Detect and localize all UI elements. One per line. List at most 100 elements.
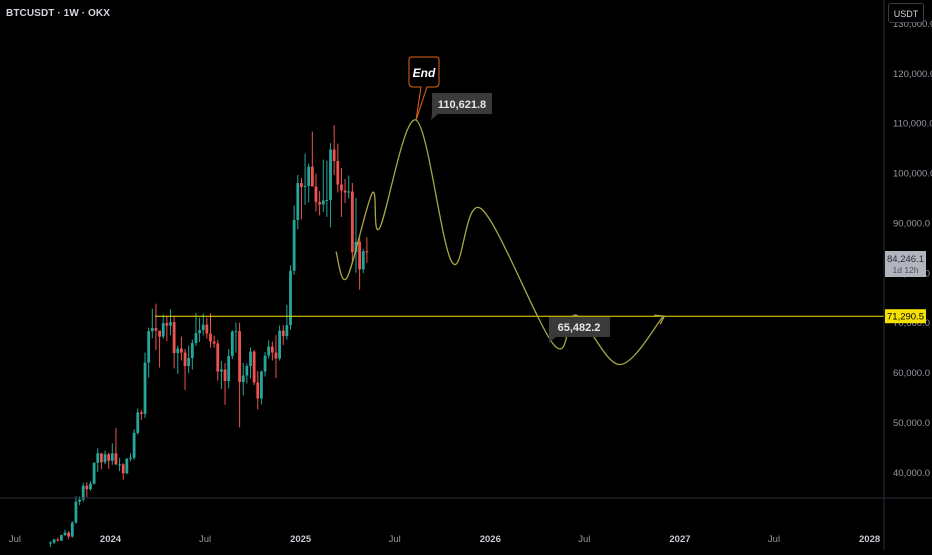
- candle-body: [161, 323, 165, 337]
- candle: [220, 361, 223, 389]
- candle: [230, 330, 234, 360]
- candle: [252, 350, 256, 385]
- candle-body: [278, 330, 282, 359]
- candle: [256, 371, 260, 410]
- current-price-value: 84,246.1: [887, 254, 924, 265]
- candle-body: [230, 331, 234, 357]
- candle: [194, 313, 198, 347]
- candle: [96, 448, 100, 472]
- candle-body: [238, 331, 241, 382]
- candle: [300, 178, 303, 220]
- level-price-badge: 71,290.5: [885, 309, 926, 324]
- candle: [56, 537, 60, 542]
- peak-price-label-text: 110,621.8: [438, 99, 486, 111]
- candle: [176, 345, 180, 375]
- candle: [289, 265, 292, 330]
- candle-body: [329, 149, 332, 200]
- candle: [99, 453, 103, 470]
- candle: [209, 313, 212, 348]
- candle: [358, 235, 362, 290]
- candle-body: [343, 190, 347, 193]
- candle: [180, 336, 183, 361]
- candle-body: [227, 356, 231, 381]
- candle: [67, 531, 71, 540]
- trough-price-label: 65,482.2: [549, 317, 610, 343]
- candle: [70, 521, 74, 538]
- level-price-badge-bg: [885, 309, 926, 324]
- candle-body: [110, 453, 114, 461]
- end-callout: [408, 56, 440, 121]
- candle: [92, 462, 96, 485]
- candle: [281, 325, 285, 346]
- candle-body: [165, 323, 169, 326]
- x-tick-label: Jul: [389, 534, 401, 545]
- candle-body: [234, 331, 238, 333]
- candle: [187, 345, 191, 374]
- trough-price-label-bg: [549, 317, 610, 343]
- candle-body: [136, 412, 140, 433]
- candle: [238, 322, 241, 428]
- candle: [190, 339, 194, 370]
- candle: [139, 409, 143, 420]
- x-tick-label: Jul: [768, 534, 780, 545]
- candle: [361, 248, 365, 274]
- y-tick-label: 130,000.0: [893, 19, 932, 30]
- candle: [118, 457, 121, 472]
- projection-path: [335, 119, 664, 366]
- candle-body: [252, 351, 256, 383]
- candle-body: [85, 485, 89, 490]
- candle: [201, 313, 205, 336]
- candle: [332, 125, 336, 176]
- candle: [314, 173, 318, 212]
- currency-button[interactable]: USDT: [888, 3, 924, 23]
- candle-body: [361, 251, 365, 270]
- candle-body: [172, 322, 176, 354]
- projection-arrowhead: [654, 314, 666, 325]
- candle-body: [194, 333, 198, 344]
- candle-body: [318, 201, 322, 205]
- candle: [350, 183, 354, 262]
- candle-body: [201, 324, 205, 331]
- candle-body: [285, 325, 289, 337]
- candle: [165, 316, 169, 342]
- candle-body: [114, 453, 118, 465]
- candle-body: [147, 331, 151, 363]
- candles-group: [49, 125, 369, 548]
- candle: [241, 363, 245, 396]
- candle: [278, 325, 282, 361]
- candle: [285, 304, 289, 340]
- candle: [147, 327, 151, 378]
- annotations-group: End 110,621.8 65,482.2: [408, 56, 610, 343]
- candle-body: [150, 328, 154, 332]
- candle-body: [190, 343, 194, 359]
- candle-body: [139, 412, 143, 414]
- candle-body: [92, 462, 96, 484]
- x-tick-label: 2025: [290, 534, 312, 545]
- candle-body: [63, 532, 67, 536]
- candle-body: [183, 352, 187, 367]
- x-tick-label: Jul: [199, 534, 211, 545]
- candle-body: [52, 539, 56, 543]
- candle: [132, 429, 136, 460]
- candle-body: [118, 464, 121, 466]
- y-tick-label: 70,000.0: [893, 318, 930, 329]
- candle-body: [74, 501, 78, 523]
- candle-body: [158, 330, 161, 337]
- candle: [267, 340, 271, 359]
- symbol-title[interactable]: BTCUSDT · 1W · OKX: [6, 8, 111, 19]
- candle: [136, 408, 140, 435]
- peak-price-label-bg: [431, 93, 492, 120]
- candle: [103, 450, 107, 465]
- candle-body: [289, 270, 292, 326]
- candle: [274, 335, 278, 378]
- candle: [321, 159, 325, 212]
- y-tick-label: 60,000.0: [893, 368, 930, 379]
- candle-body: [296, 183, 300, 220]
- candle: [223, 363, 227, 405]
- candle: [216, 340, 220, 381]
- candle: [59, 534, 63, 542]
- candle: [263, 352, 267, 377]
